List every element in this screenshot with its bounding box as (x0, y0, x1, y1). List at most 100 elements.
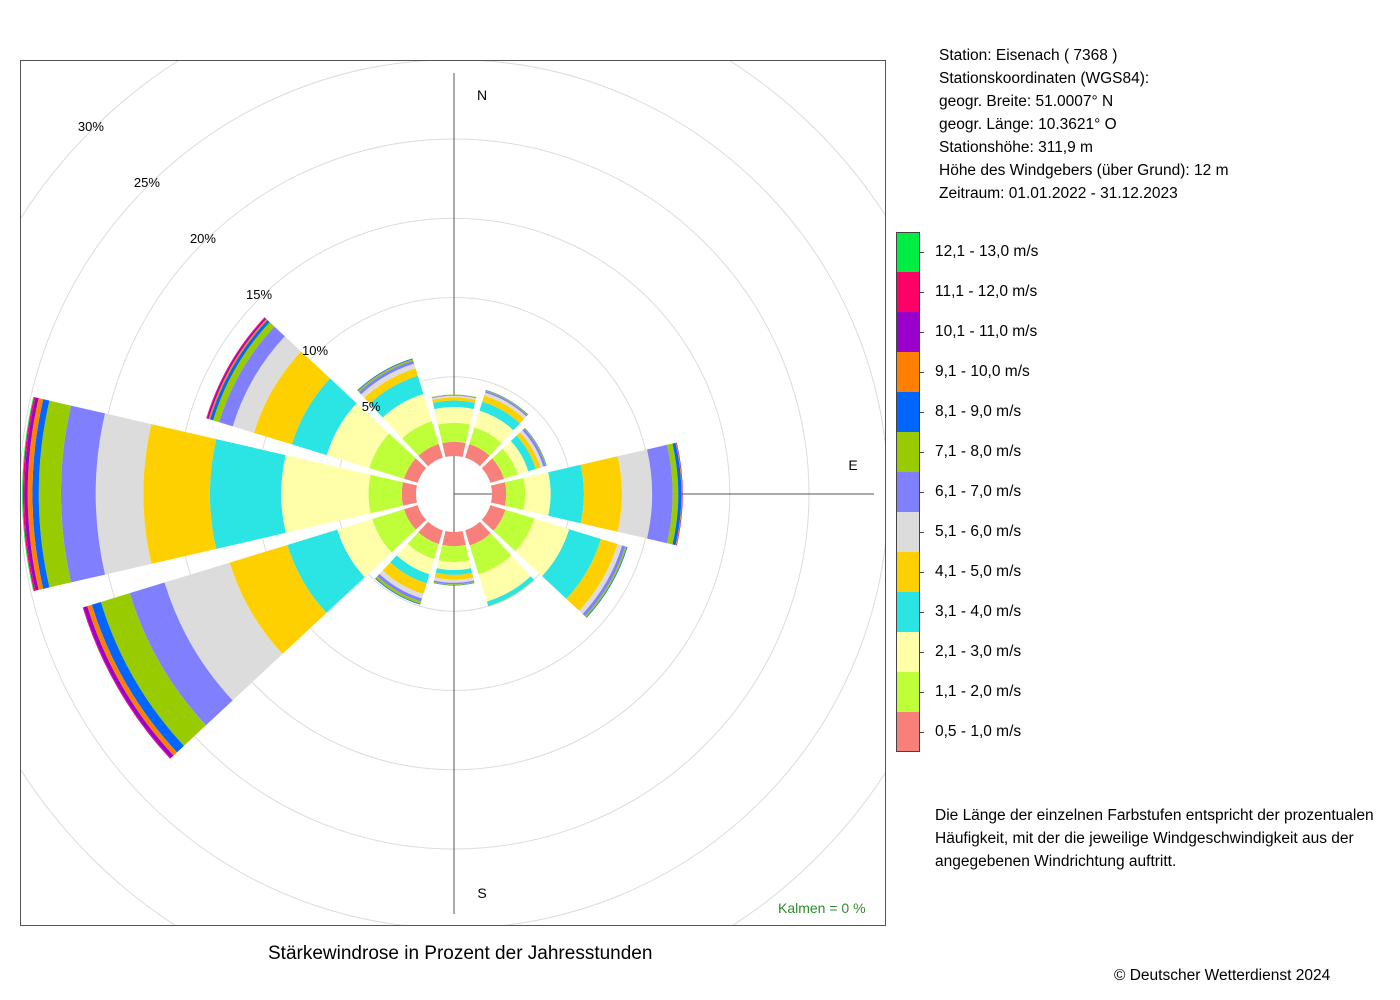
legend-item: 6,1 - 7,0 m/s (896, 472, 1196, 512)
legend-label: 6,1 - 7,0 m/s (935, 483, 1022, 500)
sector-30deg-class-4 (479, 401, 520, 431)
station-name: Station: Eisenach ( 7368 ) (939, 47, 1118, 64)
sector-60deg-class-7 (522, 428, 546, 467)
sector-240deg-class-2 (372, 509, 416, 553)
sector-180deg-class-5 (434, 572, 474, 580)
sector-330deg-class-2 (402, 421, 439, 456)
ring-label-25pct: 25% (134, 175, 160, 190)
legend-tick (920, 252, 924, 253)
ring-label-15pct: 15% (246, 287, 272, 302)
sector-270deg-class-10 (27, 398, 44, 590)
legend-tick (920, 492, 924, 493)
sector-300deg-class-4 (291, 378, 357, 456)
legend-swatch (896, 472, 920, 512)
longitude: geogr. Länge: 10.3621° O (939, 116, 1117, 133)
sector-0deg-class-1 (442, 441, 466, 457)
sector-270deg-class-4 (209, 439, 286, 549)
legend-tick (920, 412, 924, 413)
sector-330deg-class-3 (382, 393, 432, 439)
sector-90deg-class-7 (647, 444, 673, 544)
sector-330deg-class-5 (364, 368, 418, 404)
legend-tick (920, 292, 924, 293)
sector-270deg-class-1 (401, 482, 417, 506)
sector-180deg-class-7 (433, 580, 475, 585)
sector-300deg-class-7 (219, 326, 285, 427)
sector-240deg-class-8 (100, 593, 206, 746)
legend-label: 0,5 - 1,0 m/s (935, 723, 1022, 740)
sector-0deg-class-6 (431, 395, 477, 400)
time-period: Zeitraum: 01.01.2022 - 31.12.2023 (939, 185, 1178, 202)
latitude: geogr. Breite: 51.0007° N (939, 93, 1114, 110)
legend-label: 3,1 - 4,0 m/s (935, 603, 1022, 620)
legend-tick (920, 652, 924, 653)
sector-210deg-class-3 (396, 543, 435, 575)
legend-label: 7,1 - 8,0 m/s (935, 443, 1022, 460)
legend-frame (896, 232, 920, 752)
sector-90deg-class-10 (675, 442, 683, 546)
sector-90deg-class-5 (580, 456, 622, 532)
legend-tick (920, 612, 924, 613)
calm-percentage: Kalmen = 0 % (778, 900, 866, 916)
legend-label: 2,1 - 3,0 m/s (935, 643, 1022, 660)
sector-210deg-class-1 (418, 521, 443, 544)
legend-label: 5,1 - 6,0 m/s (935, 523, 1022, 540)
sector-120deg-class-3 (515, 518, 570, 577)
legend-tick (920, 532, 924, 533)
copyright-notice: © Deutscher Wetterdienst 2024 (1114, 967, 1331, 984)
legend-tick (920, 372, 924, 373)
legend-item: 7,1 - 8,0 m/s (896, 432, 1196, 472)
sector-210deg-class-5 (382, 562, 427, 595)
sector-0deg-class-8 (431, 394, 477, 398)
sector-90deg-class-9 (672, 442, 682, 546)
chart-title: Stärkewindrose in Prozent der Jahresstun… (268, 943, 653, 964)
sector-120deg-class-5 (566, 538, 618, 611)
sector-150deg-class-2 (469, 533, 512, 575)
sector-180deg-class-2 (438, 544, 470, 563)
sector-210deg-class-7 (377, 573, 423, 602)
coordinates-heading: Stationskoordinaten (WGS84): (939, 70, 1150, 87)
legend-item: 3,1 - 4,0 m/s (896, 592, 1196, 632)
sector-270deg-class-11 (24, 397, 39, 591)
sector-0deg-class-5 (432, 397, 476, 403)
sector-180deg-class-3 (436, 560, 472, 571)
sector-180deg-class-8 (433, 581, 475, 586)
legend-label: 8,1 - 9,0 m/s (935, 403, 1022, 420)
legend-item: 8,1 - 9,0 m/s (896, 392, 1196, 432)
sector-210deg-class-8 (375, 576, 422, 604)
sector-270deg-class-8 (38, 400, 72, 588)
sector-210deg-class-6 (379, 570, 424, 599)
legend-label: 10,1 - 11,0 m/s (935, 323, 1038, 340)
legend-tick (920, 332, 924, 333)
explanation-text: Die Länge der einzelnen Farbstufen entsp… (935, 807, 1374, 870)
compass-e: E (848, 457, 857, 473)
legend-label: 9,1 - 10,0 m/s (935, 363, 1030, 380)
sector-330deg-class-1 (418, 444, 443, 467)
sector-270deg-class-3 (281, 455, 371, 533)
sector-240deg-class-9 (91, 601, 184, 753)
sector-120deg-class-6 (579, 544, 623, 614)
sector-270deg-class-7 (60, 405, 106, 583)
sector-0deg-class-3 (434, 406, 474, 425)
plot-frame: 5% 10% 15% 20% 25% 30% N E S (20, 60, 886, 926)
ring-label-5pct: 5% (362, 399, 381, 414)
sector-90deg-class-11 (676, 442, 683, 546)
ring-label-30pct: 30% (78, 119, 104, 134)
sector-210deg-class-4 (390, 555, 430, 584)
sector-30deg-class-3 (474, 410, 514, 444)
sector-120deg-class-1 (481, 505, 506, 531)
sector-300deg-class-1 (404, 458, 427, 483)
sector-240deg-class-6 (164, 562, 283, 701)
sector-150deg-class-4 (486, 576, 534, 607)
sector-270deg-class-6 (95, 413, 152, 575)
legend-item: 9,1 - 10,0 m/s (896, 352, 1196, 392)
sector-60deg-class-2 (492, 448, 518, 479)
sector-240deg-class-3 (337, 519, 392, 578)
sector-300deg-class-3 (326, 403, 390, 469)
sector-270deg-class-9 (32, 399, 50, 589)
sector-30deg-class-7 (485, 390, 528, 417)
legend-tick (920, 692, 924, 693)
sector-240deg-class-7 (129, 582, 233, 726)
sector-90deg-class-4 (548, 464, 584, 524)
sector-60deg-class-4 (510, 435, 536, 472)
legend-label: 12,1 - 13,0 m/s (935, 243, 1039, 260)
